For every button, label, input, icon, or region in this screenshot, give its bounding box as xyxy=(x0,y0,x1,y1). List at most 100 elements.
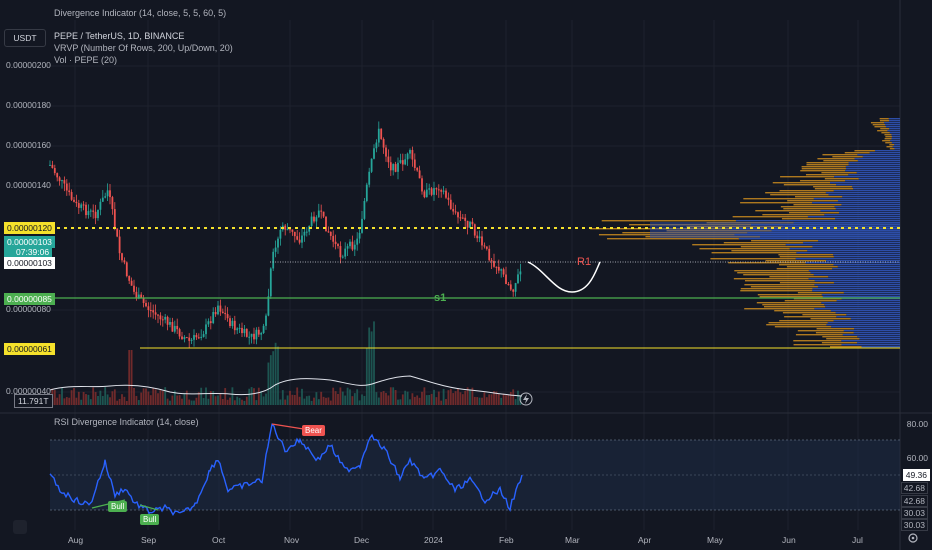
volume-bar xyxy=(411,393,414,405)
profile-bar-up xyxy=(812,288,900,290)
price-axis-label: 0.00000140 xyxy=(6,180,51,190)
profile-bar-up xyxy=(827,322,900,324)
profile-bar-up xyxy=(807,250,900,252)
candle-body xyxy=(111,197,114,210)
profile-bar-down xyxy=(740,202,813,204)
candle-body xyxy=(157,314,159,316)
volume-bar xyxy=(397,399,399,405)
volume-bar xyxy=(289,390,291,405)
legend-symbol[interactable]: PEPE / TetherUS, 1D, BINANCE xyxy=(54,31,185,41)
candle-body xyxy=(497,266,500,271)
profile-bar-down xyxy=(886,146,893,148)
candle-body xyxy=(267,296,270,316)
volume-bar xyxy=(104,387,107,405)
candle-body xyxy=(207,321,210,325)
candle-body xyxy=(423,191,426,198)
volume-bar xyxy=(322,396,325,405)
volume-bar xyxy=(87,394,90,405)
candle-body xyxy=(471,221,474,225)
profile-bar-up xyxy=(842,196,900,198)
volume-bars xyxy=(49,321,522,405)
resistance-label[interactable]: R1 xyxy=(577,256,592,268)
profile-bar-up xyxy=(891,138,900,140)
candle-body xyxy=(325,216,327,232)
profile-bar-down xyxy=(884,134,892,136)
support-label[interactable]: s1 xyxy=(434,292,447,304)
volume-bar xyxy=(92,387,95,405)
candle-body xyxy=(363,201,366,219)
volume-bar xyxy=(488,394,491,405)
candle-body xyxy=(315,217,318,222)
tradingview-logo-icon[interactable] xyxy=(13,520,27,534)
volume-bar xyxy=(262,396,265,405)
candle-body xyxy=(219,305,222,312)
legend-vrvp[interactable]: VRVP (Number Of Rows, 200, Up/Down, 20) xyxy=(54,43,233,53)
volume-bar xyxy=(137,400,140,405)
profile-bar-up xyxy=(814,308,900,310)
volume-bar xyxy=(305,396,308,405)
profile-bar-up xyxy=(888,120,900,122)
profile-bar-up xyxy=(848,162,900,164)
candle-body xyxy=(68,190,71,193)
candle-body xyxy=(461,217,464,219)
volume-bar xyxy=(416,395,419,405)
profile-bar-down xyxy=(800,170,846,172)
candle-body xyxy=(56,173,59,178)
candle-body xyxy=(488,248,491,261)
volume-bar xyxy=(113,389,116,405)
legend-vol[interactable]: Vol · PEPE (20) xyxy=(54,55,118,65)
volume-bar xyxy=(320,391,323,405)
volume-bar xyxy=(169,400,171,405)
currency-button[interactable]: USDT xyxy=(4,29,46,47)
candle-body xyxy=(305,231,308,233)
profile-bar-up xyxy=(861,346,900,348)
volume-bar xyxy=(490,394,493,405)
time-axis-label: Jul xyxy=(852,535,863,545)
volume-bar xyxy=(181,398,183,405)
candle-body xyxy=(92,210,95,212)
profile-bar-up xyxy=(834,206,900,208)
candle-body xyxy=(202,334,205,337)
candle-body xyxy=(284,225,287,230)
candle-body xyxy=(512,289,515,292)
candle-body xyxy=(303,231,306,236)
candle-body xyxy=(188,337,191,341)
volume-bar xyxy=(265,393,267,405)
volume-bar xyxy=(293,394,296,405)
profile-bar-up xyxy=(789,248,900,250)
volume-bar xyxy=(313,397,315,405)
profile-bar-down xyxy=(744,284,815,286)
volume-bar xyxy=(517,390,519,405)
rsi-axis-label: 60.00 xyxy=(906,453,928,463)
volume-bar xyxy=(250,387,253,405)
candle-body xyxy=(449,199,452,209)
profile-bar-down xyxy=(774,310,831,312)
candle-body xyxy=(193,335,195,340)
flash-icon[interactable] xyxy=(519,392,533,406)
time-axis-label: 2024 xyxy=(424,535,443,545)
rsi-title[interactable]: RSI Divergence Indicator (14, close) xyxy=(54,417,199,427)
profile-bar-up xyxy=(836,300,900,302)
rsi-value-label: 42.68 xyxy=(900,495,928,507)
price-badge-120: 0.00000120 xyxy=(4,222,55,234)
bull-label: Bull xyxy=(140,514,160,525)
profile-bar-up xyxy=(892,146,900,148)
volume-bar xyxy=(226,399,229,405)
volume-bar xyxy=(454,391,457,405)
profile-bar-down xyxy=(889,144,895,146)
volume-bar xyxy=(238,397,241,405)
profile-bar-up xyxy=(833,256,900,258)
volume-bar xyxy=(473,396,476,405)
price-badge-61: 0.00000061 xyxy=(4,343,55,355)
profile-bar-up xyxy=(857,342,900,344)
indicator-header-title: Divergence Indicator (14, close, 5, 5, 6… xyxy=(54,8,227,18)
volume-bar xyxy=(437,391,440,405)
candle-body xyxy=(425,189,428,198)
rsi-line xyxy=(49,423,523,516)
volume-bar xyxy=(233,400,236,405)
profile-bar-down xyxy=(737,272,811,274)
profile-bar-down xyxy=(789,212,839,214)
countdown-badge: 07:39:06 xyxy=(4,246,53,258)
gear-icon[interactable] xyxy=(908,533,918,543)
